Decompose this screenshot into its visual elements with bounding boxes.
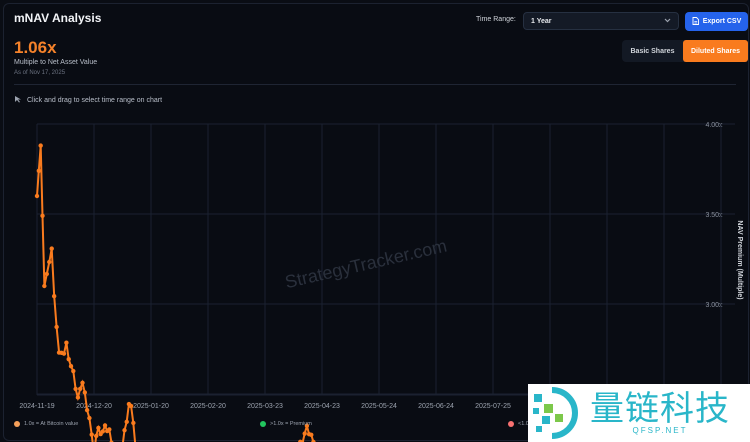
- data-point[interactable]: [94, 433, 99, 439]
- data-point[interactable]: [44, 271, 50, 277]
- logo-mark-icon: [533, 387, 578, 439]
- logo-cn-text: 量链科技: [590, 388, 730, 429]
- data-point[interactable]: [66, 357, 71, 362]
- data-point[interactable]: [40, 213, 45, 218]
- legend-dot-orange-icon: [14, 421, 20, 427]
- data-point[interactable]: [36, 168, 42, 173]
- time-range-select[interactable]: 1 Year: [523, 12, 679, 30]
- file-icon: [692, 16, 699, 27]
- data-point[interactable]: [54, 324, 59, 330]
- x-tick-label: 2025-01-20: [133, 403, 169, 410]
- data-point[interactable]: [68, 364, 74, 369]
- y-tick-label: 3.50x: [705, 212, 723, 219]
- y-tick-label: 4.00x: [705, 122, 723, 129]
- data-point[interactable]: [122, 428, 127, 433]
- data-point[interactable]: [49, 246, 54, 251]
- chevron-down-icon: [664, 18, 671, 25]
- data-point[interactable]: [311, 439, 316, 442]
- time-range-value: 1 Year: [531, 17, 552, 25]
- data-point[interactable]: [100, 429, 106, 434]
- x-tick-label: 2025-05-24: [361, 403, 397, 410]
- data-point[interactable]: [34, 193, 40, 199]
- data-point[interactable]: [89, 432, 94, 437]
- data-point[interactable]: [82, 390, 88, 395]
- x-tick-label: 2025-03-23: [247, 403, 283, 410]
- overlay-logo: 量链科技 QFSP.NET: [528, 384, 750, 442]
- data-point[interactable]: [73, 386, 78, 392]
- y-tick-label: 3.00x: [705, 302, 723, 309]
- data-point[interactable]: [309, 432, 314, 438]
- legend-item-at-value: 1.0x = At Bitcoin value: [14, 421, 78, 427]
- mnav-value: 1.06x: [14, 38, 57, 57]
- data-point[interactable]: [51, 293, 57, 299]
- diluted-shares-button[interactable]: Diluted Shares: [683, 40, 748, 62]
- x-tick-label: 2025-04-23: [304, 403, 340, 410]
- drag-hint-text: Click and drag to select time range on c…: [27, 96, 163, 104]
- x-tick-label: 2025-07-25: [475, 403, 511, 410]
- x-tick-label: 2024-12-20: [76, 403, 112, 410]
- legend-dot-red-icon: [508, 421, 514, 427]
- data-point[interactable]: [304, 423, 310, 428]
- data-point[interactable]: [61, 351, 67, 356]
- export-csv-label: Export CSV: [702, 18, 742, 25]
- page-title: mNAV Analysis: [14, 11, 102, 25]
- share-type-toggle: Basic Shares Diluted Shares: [622, 40, 748, 62]
- data-point[interactable]: [96, 425, 101, 431]
- data-point[interactable]: [124, 419, 129, 425]
- logo-en-text: QFSP.NET: [632, 425, 688, 435]
- data-point[interactable]: [131, 420, 136, 426]
- y-axis-title: NAV Premium (Multiple): [736, 220, 743, 299]
- time-range-label: Time Range:: [476, 16, 516, 23]
- data-point[interactable]: [78, 386, 83, 392]
- basic-shares-button[interactable]: Basic Shares: [630, 47, 675, 55]
- legend-dot-green-icon: [260, 421, 266, 427]
- drag-hint: Click and drag to select time range on c…: [14, 95, 162, 105]
- data-point[interactable]: [38, 143, 43, 148]
- cursor-icon: [14, 95, 22, 105]
- data-point[interactable]: [64, 340, 69, 345]
- x-tick-label: 2025-02-20: [190, 403, 226, 410]
- data-point[interactable]: [75, 395, 81, 400]
- data-point[interactable]: [128, 403, 134, 409]
- data-point[interactable]: [302, 431, 307, 436]
- data-point[interactable]: [42, 283, 47, 289]
- data-point[interactable]: [47, 259, 52, 265]
- as-of-date: As of Nov 17, 2025: [14, 70, 66, 76]
- export-csv-button[interactable]: Export CSV: [685, 12, 748, 31]
- divider: [14, 84, 736, 85]
- data-point[interactable]: [84, 407, 90, 413]
- data-point[interactable]: [107, 427, 112, 432]
- watermark-text: StrategyTracker.com: [283, 236, 449, 293]
- chart-panel: [3, 3, 749, 441]
- legend-item-premium: >1.0x = Premium: [260, 421, 312, 427]
- x-tick-label: 2024-11-19: [19, 403, 54, 410]
- data-point[interactable]: [71, 368, 76, 374]
- x-tick-label: 2025-06-24: [418, 403, 454, 410]
- data-point[interactable]: [87, 415, 92, 421]
- mnav-value-label: Multiple to Net Asset Value: [14, 59, 98, 66]
- data-point[interactable]: [102, 423, 108, 428]
- data-point[interactable]: [80, 380, 85, 385]
